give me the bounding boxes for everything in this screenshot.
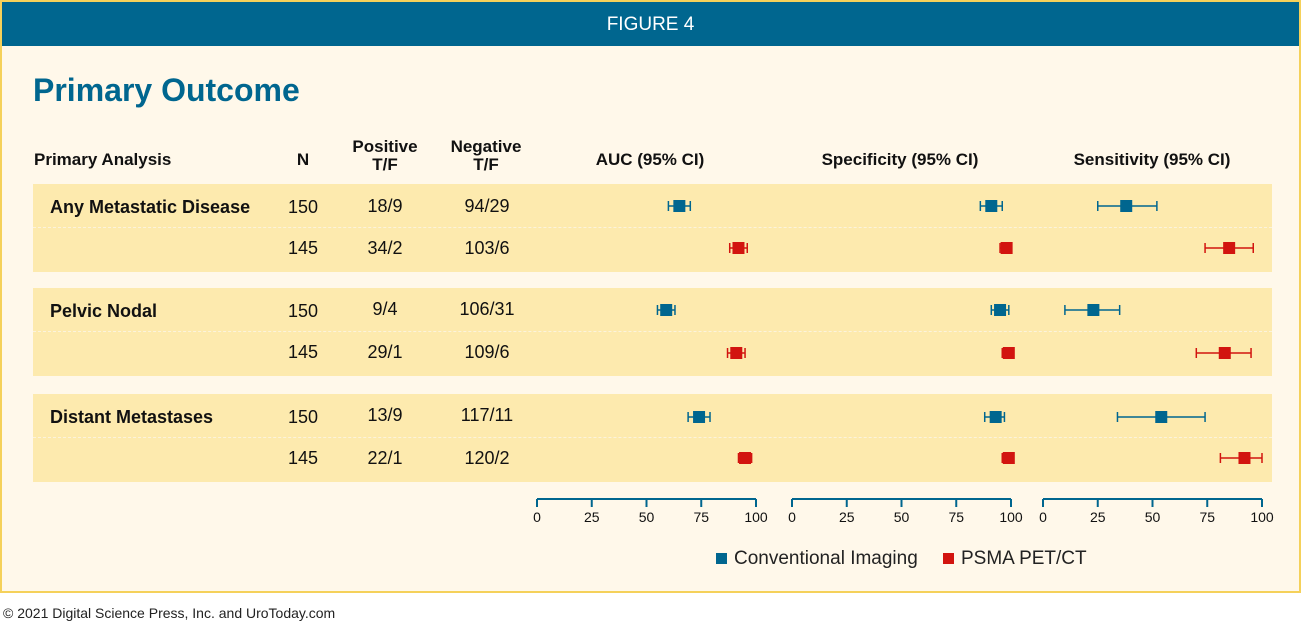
header-positive-line2: T/F: [372, 155, 398, 174]
header-positive: Positive T/F: [340, 138, 430, 174]
point-estimate-marker: [673, 200, 686, 212]
header-n: N: [296, 150, 310, 169]
group-band-distant: [33, 394, 1272, 482]
page-title: Primary Outcome: [33, 72, 300, 108]
tick-label: 0: [533, 509, 541, 525]
tick-label: 100: [1250, 509, 1274, 525]
header-negative: Negative T/F: [441, 138, 531, 174]
row-negative: 103/6: [464, 238, 510, 258]
row-n: 150: [287, 301, 319, 321]
row-divider: [33, 331, 1272, 332]
tick-label: 100: [744, 509, 768, 525]
row-n: 145: [287, 238, 319, 258]
tick-label: 100: [999, 509, 1023, 525]
figure-banner: FIGURE 4: [2, 2, 1299, 46]
tick-label: 0: [1039, 509, 1047, 525]
header-specificity: Specificity (95% CI): [821, 150, 979, 169]
tick-label: 50: [1145, 509, 1161, 525]
tick-label: 50: [894, 509, 910, 525]
row-negative: 117/11: [460, 405, 514, 425]
point-estimate-marker: [1002, 347, 1015, 359]
point-estimate-marker: [730, 347, 743, 359]
point-estimate-marker: [1000, 242, 1013, 254]
legend-label-psma: PSMA PET/CT: [961, 548, 1087, 569]
point-estimate-marker: [994, 304, 1007, 316]
row-divider: [33, 437, 1272, 438]
group-label-any-metastatic: Any Metastatic Disease: [50, 197, 251, 217]
point-estimate-marker: [660, 304, 673, 316]
row-n: 150: [287, 407, 319, 427]
tick-label: 75: [948, 509, 964, 525]
legend-swatch-conventional: [716, 553, 727, 564]
header-negative-line2: T/F: [473, 155, 499, 174]
copyright-footer: © 2021 Digital Science Press, Inc. and U…: [3, 605, 336, 621]
group-band-pelvic-nodal: [33, 288, 1272, 376]
point-estimate-marker: [1223, 242, 1236, 254]
header-sensitivity: Sensitivity (95% CI): [1073, 150, 1231, 169]
row-negative: 94/29: [464, 196, 510, 216]
tick-label: 25: [839, 509, 855, 525]
point-estimate-marker: [1218, 347, 1231, 359]
group-label-distant: Distant Metastases: [50, 407, 214, 427]
group-band-any-metastatic: [33, 184, 1272, 272]
tick-label: 75: [1199, 509, 1215, 525]
row-negative: 120/2: [464, 448, 510, 468]
point-estimate-marker: [1002, 452, 1015, 464]
point-estimate-marker: [985, 200, 998, 212]
header-negative-line1: Negative: [450, 137, 522, 156]
row-n: 150: [287, 197, 319, 217]
point-estimate-marker: [739, 452, 752, 464]
row-negative: 109/6: [464, 342, 510, 362]
legend-swatch-psma: [943, 553, 954, 564]
point-estimate-marker: [1087, 304, 1100, 316]
row-positive: 9/4: [372, 299, 398, 319]
row-positive: 13/9: [367, 405, 403, 425]
row-negative: 106/31: [459, 299, 515, 319]
point-estimate-marker: [693, 411, 706, 423]
tick-label: 75: [693, 509, 709, 525]
tick-label: 0: [788, 509, 796, 525]
point-estimate-marker: [1155, 411, 1168, 423]
row-n: 145: [287, 448, 319, 468]
row-positive: 22/1: [367, 448, 403, 468]
point-estimate-marker: [1238, 452, 1251, 464]
header-primary-analysis: Primary Analysis: [34, 150, 172, 169]
legend-label-conventional: Conventional Imaging: [734, 548, 918, 569]
tick-label: 50: [639, 509, 655, 525]
row-positive: 34/2: [367, 238, 403, 258]
point-estimate-marker: [1120, 200, 1133, 212]
row-positive: 29/1: [367, 342, 403, 362]
row-divider: [33, 227, 1272, 228]
header-positive-line1: Positive: [352, 137, 418, 156]
point-estimate-marker: [989, 411, 1002, 423]
tick-label: 25: [584, 509, 600, 525]
row-positive: 18/9: [367, 196, 403, 216]
group-label-pelvic-nodal: Pelvic Nodal: [50, 301, 158, 321]
tick-label: 25: [1090, 509, 1106, 525]
row-n: 145: [287, 342, 319, 362]
header-auc: AUC (95% CI): [595, 150, 705, 169]
point-estimate-marker: [732, 242, 745, 254]
